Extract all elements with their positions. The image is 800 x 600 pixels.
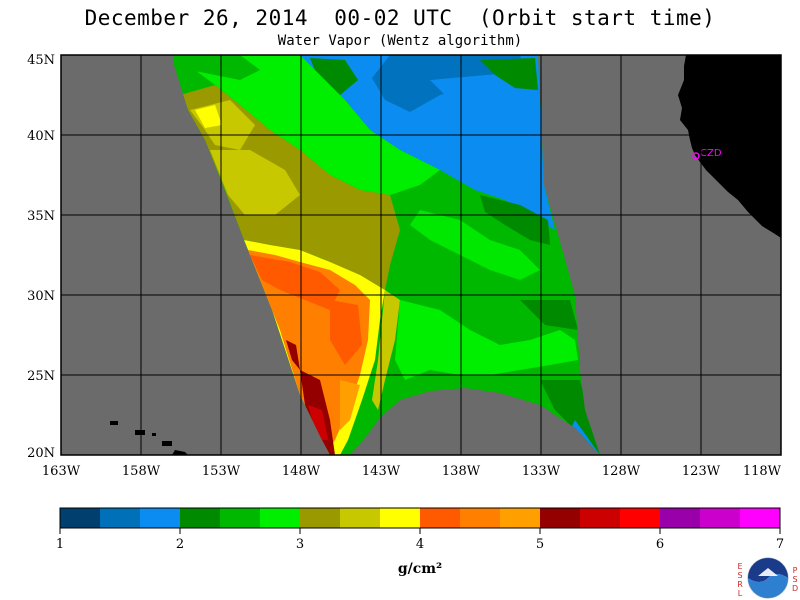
lat-label-20n: 20N — [27, 446, 55, 461]
colorbar-tick-label: 2 — [176, 537, 184, 552]
lat-label-25n: 25N — [27, 369, 55, 384]
north-america-land — [678, 55, 781, 238]
colorbar-tick-label: 1 — [56, 537, 64, 552]
colorbar-tick-label: 5 — [536, 537, 544, 552]
colorbar-cell — [740, 508, 781, 528]
lon-label-138w: 138W — [442, 464, 481, 479]
lon-label-118w: 118W — [743, 464, 782, 479]
colorbar-cell — [460, 508, 501, 528]
colorbar-cell — [220, 508, 261, 528]
colorbar-cell — [540, 508, 581, 528]
colorbar — [60, 508, 781, 528]
longitude-labels: 163W 158W 153W 148W 143W 138W 133W 128W … — [42, 464, 782, 479]
colorbar-cell — [340, 508, 381, 528]
lon-label-158w: 158W — [122, 464, 161, 479]
lat-label-30n: 30N — [27, 289, 55, 304]
colorbar-tick-label: 4 — [416, 537, 424, 552]
colorbar-ticks: 1 2 3 4 5 6 7 — [56, 528, 784, 552]
colorbar-cell — [380, 508, 421, 528]
lon-label-133w: 133W — [522, 464, 561, 479]
lon-label-148w: 148W — [282, 464, 321, 479]
colorbar-cell — [620, 508, 661, 528]
colorbar-cell — [660, 508, 701, 528]
colorbar-cell — [420, 508, 461, 528]
colorbar-cell — [300, 508, 341, 528]
colorbar-cell — [500, 508, 541, 528]
psd-text: PSD — [792, 566, 799, 593]
lon-label-153w: 153W — [202, 464, 241, 479]
lon-label-163w: 163W — [42, 464, 81, 479]
psd-letters: PSD — [792, 566, 800, 593]
colorbar-unit: g/cm² — [397, 561, 443, 577]
water-vapor-swath — [174, 55, 600, 455]
lon-label-123w: 123W — [682, 464, 721, 479]
esrl-text: ESRL — [737, 562, 743, 598]
lon-label-143w: 143W — [362, 464, 401, 479]
latitude-labels: 45N 40N 35N 30N 25N 20N — [27, 53, 55, 461]
colorbar-cell — [140, 508, 181, 528]
lon-label-128w: 128W — [602, 464, 641, 479]
hawaii-islands — [110, 421, 188, 455]
station-marker — [692, 152, 700, 160]
page-title: December 26, 2014 00-02 UTC (Orbit start… — [84, 6, 716, 30]
map-grid — [61, 55, 781, 455]
colorbar-cell — [260, 508, 301, 528]
lat-label-35n: 35N — [27, 209, 55, 224]
noaa-logo — [747, 557, 789, 599]
map-frame — [60, 54, 782, 456]
esrl-letters: ESRL — [737, 562, 745, 598]
colorbar-cell — [100, 508, 141, 528]
station-label: CZD — [700, 148, 722, 159]
lat-label-45n: 45N — [27, 53, 55, 68]
page-subtitle: Water Vapor (Wentz algorithm) — [277, 33, 523, 49]
colorbar-cell — [700, 508, 741, 528]
colorbar-cell — [580, 508, 621, 528]
colorbar-tick-label: 3 — [296, 537, 304, 552]
colorbar-tick-label: 7 — [776, 537, 784, 552]
lat-label-40n: 40N — [27, 129, 55, 144]
colorbar-cell — [180, 508, 221, 528]
colorbar-cell — [60, 508, 101, 528]
colorbar-tick-label: 6 — [656, 537, 664, 552]
